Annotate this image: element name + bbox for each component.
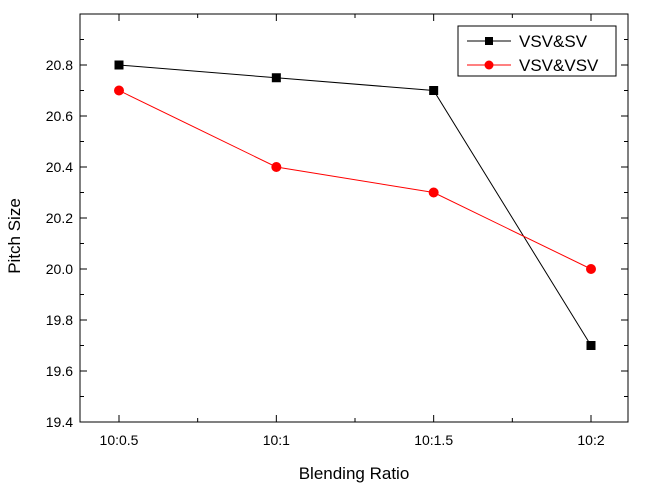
data-point-circle [428,187,439,198]
y-tick-label: 20.2 [46,210,73,226]
legend-label: VSV&VSV [519,56,599,75]
legend-label: VSV&SV [519,32,588,51]
series-2 [114,85,596,274]
data-point-circle [586,264,596,274]
y-tick-label: 20.0 [46,261,73,277]
data-point-square [586,341,596,350]
series-line [118,64,592,346]
data-point-square [271,73,281,83]
legend-box [457,25,617,77]
y-tick-label: 20.6 [46,108,73,124]
y-tick-label: 19.6 [46,363,73,379]
data-point-square [114,60,124,70]
series-layer [114,60,596,350]
x-axis-title: Blending Ratio [299,464,410,483]
x-tick-label: 10:1 [263,432,290,448]
legend-item: VSV&VSV [467,56,599,75]
y-tick-label: 20.8 [46,57,73,73]
x-tick-label: 10:1.5 [414,432,453,448]
data-point-circle [271,162,282,172]
legend-item: VSV&SV [467,32,588,51]
series-1 [114,60,596,350]
legend-items: VSV&SV VSV&VSV [467,32,599,75]
y-tick-label: 19.4 [46,414,73,430]
y-tick-label: 19.8 [46,312,73,328]
legend-marker-circle [484,60,494,70]
x-tick-label: 10:0.5 [100,432,139,448]
x-tick-label: 10:2 [577,432,604,448]
legend-marker-square [485,37,493,45]
y-tick-label: 20.4 [46,159,73,175]
y-axis-ticks: 19.4 19.6 19.8 20.0 20.2 20.4 20.6 20.8 [46,39,628,430]
series-line [118,90,592,270]
x-axis-ticks: 10:0.5 10:1 10:1.5 10:2 [100,14,605,448]
data-point-square [429,86,439,95]
data-point-circle [114,85,124,96]
y-axis-title: Pitch Size [5,198,24,274]
legend: VSV&SV VSV&VSV [457,25,617,77]
